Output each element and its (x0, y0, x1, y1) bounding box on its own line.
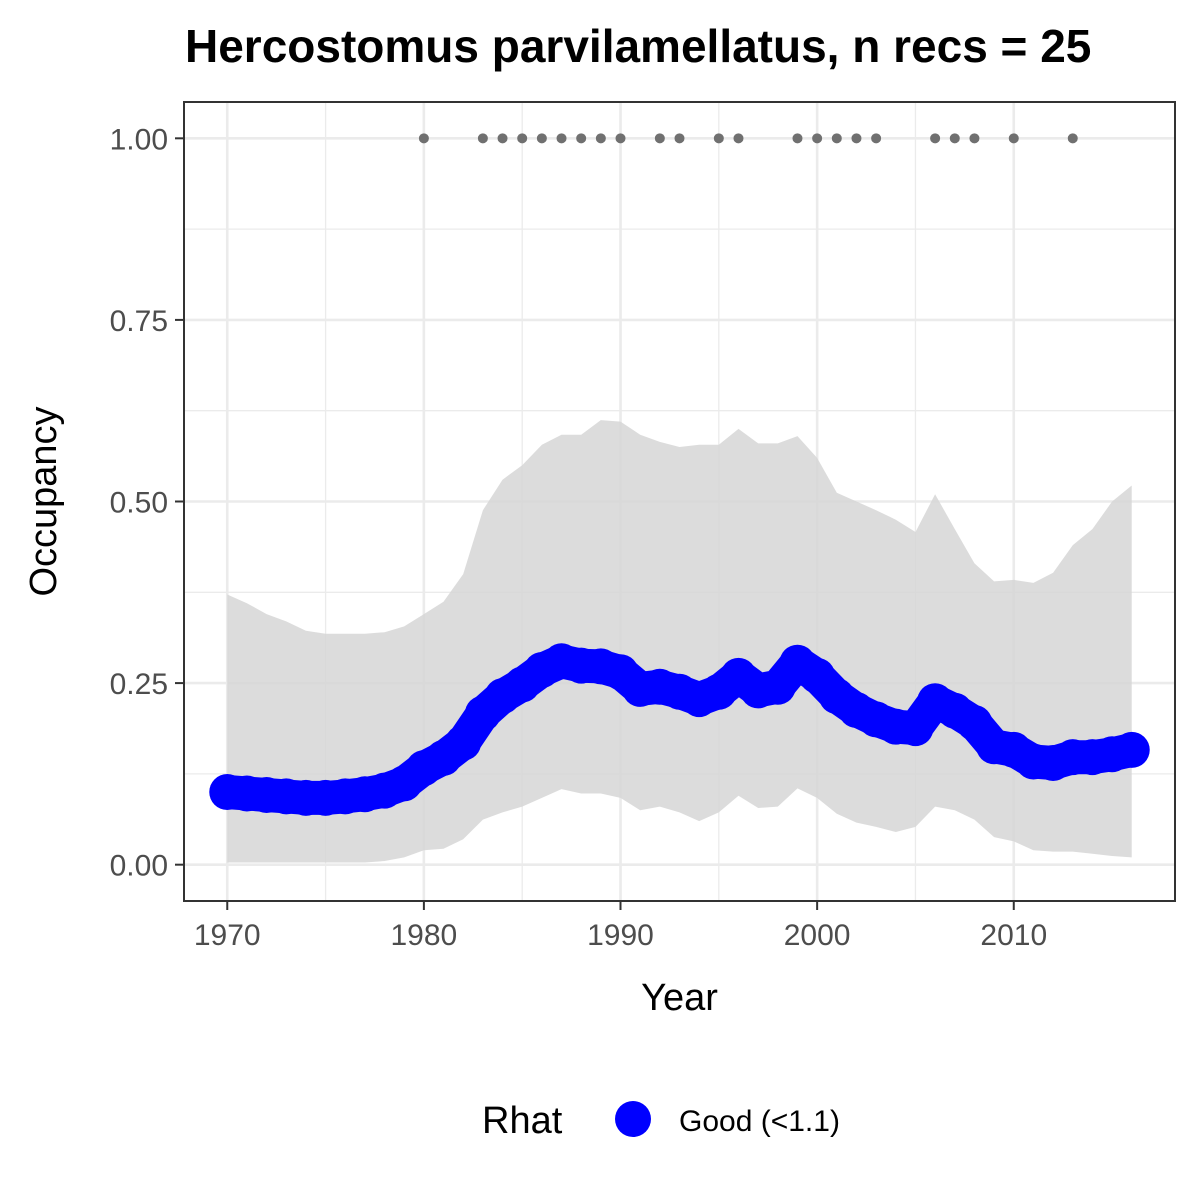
record-point (674, 133, 685, 144)
record-point (831, 133, 842, 144)
chart-title: Hercostomus parvilamellatus, n recs = 25 (185, 20, 1091, 72)
record-point (1008, 133, 1019, 144)
record-point (654, 133, 665, 144)
y-tick-label: 0.75 (110, 305, 168, 338)
legend-title: Rhat (482, 1100, 563, 1142)
x-axis-title: Year (641, 977, 718, 1019)
x-axis: 1970 1980 1990 2000 2010 (194, 901, 1047, 952)
record-point (595, 133, 606, 144)
x-tick-label: 1980 (391, 919, 458, 952)
record-point (477, 133, 488, 144)
record-point (615, 133, 626, 144)
y-tick-label: 0.00 (110, 850, 168, 883)
record-point (497, 133, 508, 144)
record-point (969, 133, 980, 144)
x-tick-label: 2010 (980, 919, 1047, 952)
record-point (949, 133, 960, 144)
record-point (851, 133, 862, 144)
occupancy-point (445, 724, 482, 761)
record-point (418, 133, 429, 144)
x-tick-label: 1970 (194, 919, 261, 952)
record-point (792, 133, 803, 144)
x-tick-label: 2000 (784, 919, 851, 952)
legend-label-good: Good (<1.1) (679, 1105, 840, 1138)
legend-key-good (615, 1101, 651, 1137)
occupancy-point (897, 710, 934, 747)
occupancy-point (759, 668, 796, 705)
record-point (517, 133, 528, 144)
y-tick-label: 0.50 (110, 487, 168, 520)
record-point (812, 133, 823, 144)
record-point (556, 133, 567, 144)
legend: Rhat Good (<1.1) (482, 1100, 840, 1142)
y-tick-label: 0.25 (110, 668, 168, 701)
record-point (536, 133, 547, 144)
y-tick-label: 1.00 (110, 123, 168, 156)
record-point (930, 133, 941, 144)
occupancy-point (1113, 731, 1150, 768)
y-axis-title: Occupancy (23, 406, 65, 596)
record-point (1067, 133, 1078, 144)
y-axis: 0.00 0.25 0.50 0.75 1.00 (110, 123, 184, 883)
x-tick-label: 1990 (587, 919, 654, 952)
record-point (576, 133, 587, 144)
record-points (418, 133, 1078, 144)
record-point (713, 133, 724, 144)
occupancy-series (209, 643, 1150, 816)
record-point (871, 133, 882, 144)
record-point (733, 133, 744, 144)
